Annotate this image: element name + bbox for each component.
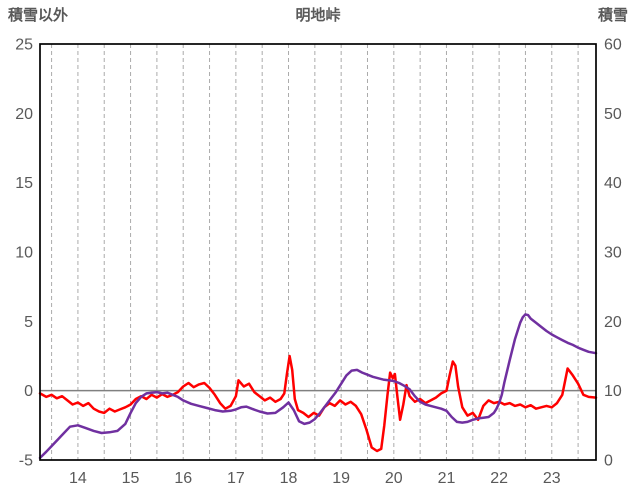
x-axis-tick-labels: 14 15 16 17 18 19 20 21 22 23 [69, 470, 561, 487]
series-line-red [38, 354, 598, 453]
svg-text:30: 30 [604, 245, 622, 262]
svg-text:23: 23 [543, 470, 561, 487]
svg-text:22: 22 [490, 470, 508, 487]
right-axis-title: 積雪 [597, 7, 628, 24]
svg-text:14: 14 [69, 470, 87, 487]
svg-text:20: 20 [604, 314, 622, 331]
svg-text:18: 18 [280, 470, 298, 487]
series-line-purple [38, 313, 598, 460]
svg-text:20: 20 [385, 470, 403, 487]
chart-title: 明地峠 [295, 7, 341, 24]
svg-text:15: 15 [122, 470, 140, 487]
svg-text:21: 21 [438, 470, 456, 487]
svg-text:40: 40 [604, 175, 622, 192]
svg-text:60: 60 [604, 37, 622, 54]
x-gridlines [51, 44, 579, 460]
svg-text:5: 5 [24, 314, 33, 331]
left-axis-tick-labels: 25 20 15 10 5 0 -5 [15, 37, 33, 470]
svg-text:16: 16 [174, 470, 192, 487]
svg-text:0: 0 [24, 383, 33, 400]
right-axis-tick-labels: 60 50 40 30 20 10 0 [604, 37, 622, 470]
svg-text:25: 25 [15, 37, 33, 54]
svg-text:17: 17 [227, 470, 245, 487]
svg-text:50: 50 [604, 106, 622, 123]
plot-border [39, 43, 597, 461]
svg-text:0: 0 [604, 453, 613, 470]
svg-text:15: 15 [15, 175, 33, 192]
svg-text:19: 19 [332, 470, 350, 487]
svg-text:20: 20 [15, 106, 33, 123]
svg-text:10: 10 [15, 245, 33, 262]
svg-text:-5: -5 [19, 453, 33, 470]
svg-text:10: 10 [604, 383, 622, 400]
left-axis-title: 積雪以外 [8, 7, 69, 24]
